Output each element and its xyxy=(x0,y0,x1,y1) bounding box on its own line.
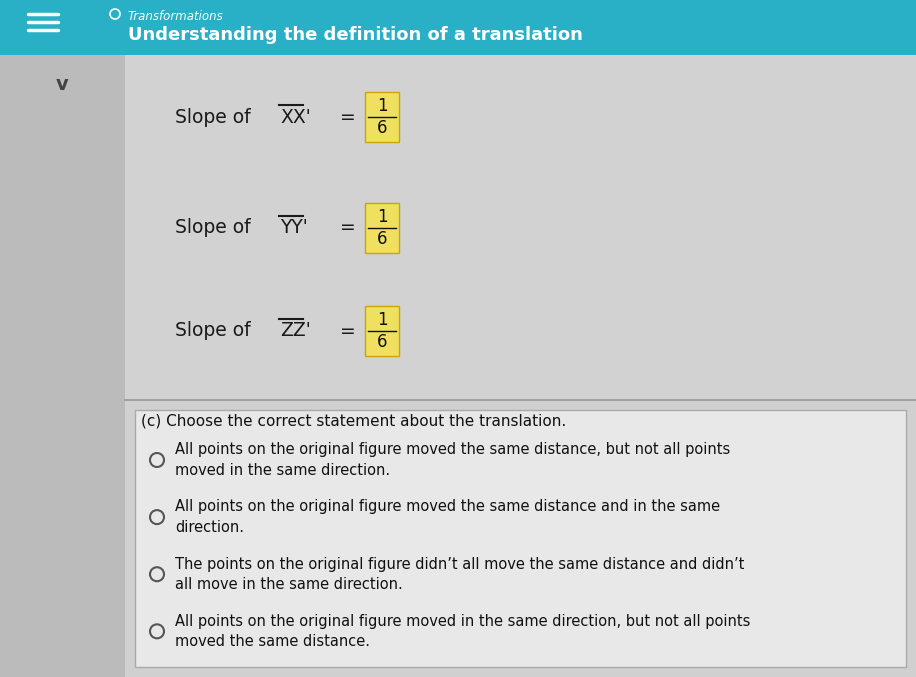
FancyBboxPatch shape xyxy=(365,202,399,253)
Text: (c) Choose the correct statement about the translation.: (c) Choose the correct statement about t… xyxy=(141,414,566,429)
Text: 6: 6 xyxy=(376,333,387,351)
Text: =: = xyxy=(340,108,355,127)
Text: =: = xyxy=(340,218,355,237)
FancyBboxPatch shape xyxy=(0,55,125,677)
Text: XX': XX' xyxy=(280,108,311,127)
FancyBboxPatch shape xyxy=(125,400,916,677)
Text: Understanding the definition of a translation: Understanding the definition of a transl… xyxy=(128,26,583,44)
Text: Slope of: Slope of xyxy=(175,218,256,237)
Text: YY': YY' xyxy=(280,218,308,237)
Text: 6: 6 xyxy=(376,230,387,248)
FancyBboxPatch shape xyxy=(365,92,399,142)
Text: 6: 6 xyxy=(376,119,387,137)
FancyBboxPatch shape xyxy=(365,306,399,356)
Text: ZZ': ZZ' xyxy=(280,322,311,341)
Text: 1: 1 xyxy=(376,207,387,225)
FancyBboxPatch shape xyxy=(0,0,916,55)
FancyBboxPatch shape xyxy=(135,410,906,667)
Text: Slope of: Slope of xyxy=(175,322,256,341)
Text: Transformations: Transformations xyxy=(128,10,224,23)
Text: =: = xyxy=(340,322,355,341)
Text: 1: 1 xyxy=(376,311,387,329)
FancyBboxPatch shape xyxy=(125,55,916,400)
Text: Slope of: Slope of xyxy=(175,108,256,127)
Text: The points on the original figure didn’t all move the same distance and didn’t
a: The points on the original figure didn’t… xyxy=(175,556,745,592)
Text: All points on the original figure moved the same distance and in the same
direct: All points on the original figure moved … xyxy=(175,500,720,535)
Text: All points on the original figure moved in the same direction, but not all point: All points on the original figure moved … xyxy=(175,613,750,649)
Text: 1: 1 xyxy=(376,97,387,115)
Text: All points on the original figure moved the same distance, but not all points
mo: All points on the original figure moved … xyxy=(175,442,730,478)
Text: v: v xyxy=(56,75,69,94)
